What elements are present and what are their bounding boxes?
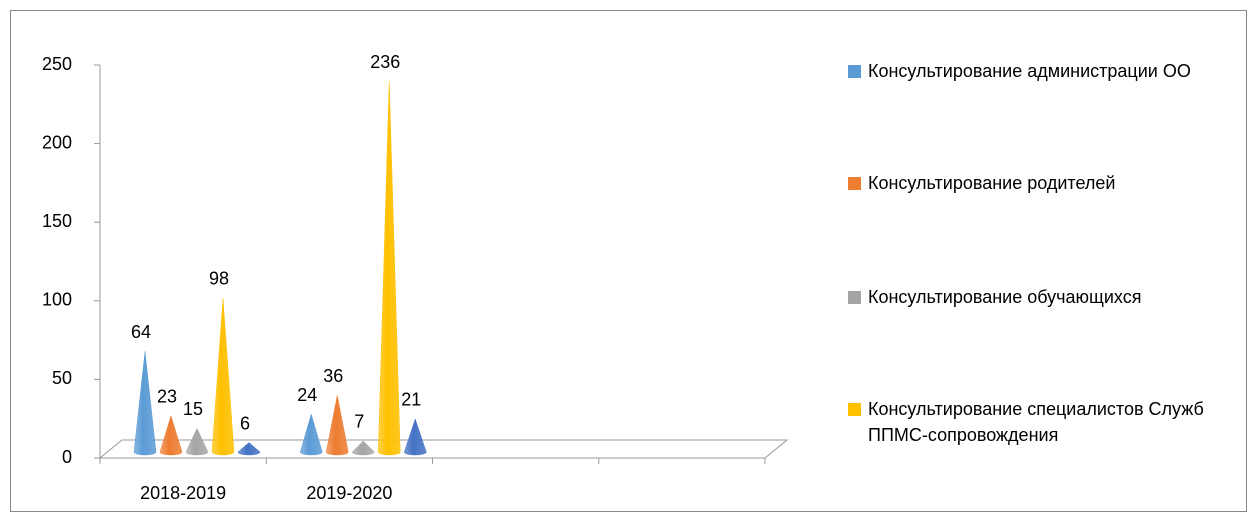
data-label: 64 [131, 322, 151, 342]
legend-swatch [848, 291, 861, 304]
x-tick-label: 2018-2019 [140, 483, 226, 503]
cone [237, 442, 261, 456]
legend-entry: Консультирование специалистов Служб ППМС… [848, 396, 1257, 448]
floor [98, 439, 789, 459]
cone [133, 351, 157, 456]
legend-label: Консультирование родителей [868, 173, 1116, 193]
x-tick-label: 2019-2020 [306, 483, 392, 503]
cone [377, 81, 401, 456]
data-label: 36 [323, 366, 343, 386]
data-label: 7 [354, 412, 364, 432]
data-label: 236 [370, 52, 400, 72]
y-tick-label: 200 [42, 132, 72, 152]
cone [159, 414, 183, 456]
cone [185, 427, 209, 456]
chart-border [10, 10, 1247, 512]
legend-swatch [848, 65, 861, 78]
legend-swatch [848, 403, 861, 416]
y-tick-label: 100 [42, 290, 72, 310]
cone [325, 395, 349, 456]
cone [299, 413, 323, 456]
data-label: 6 [240, 413, 250, 433]
data-label: 24 [297, 385, 317, 405]
data-label: 98 [209, 269, 229, 289]
legend-entry: Консультирование обучающихся [848, 284, 1257, 310]
y-tick-label: 150 [42, 211, 72, 231]
legend-label: Консультирование специалистов Служб ППМС… [868, 399, 1204, 445]
cone [211, 297, 235, 456]
legend-label: Консультирование администрации ОО [868, 61, 1191, 81]
legend-entry: Консультирование администрации ОО [848, 58, 1257, 84]
y-tick-label: 50 [52, 368, 72, 388]
cone [403, 418, 427, 456]
cone [351, 440, 375, 456]
data-label: 21 [401, 390, 421, 410]
legend-label: Консультирование обучающихся [868, 287, 1142, 307]
legend-swatch [848, 177, 861, 190]
data-label: 15 [183, 399, 203, 419]
legend-entry: Консультирование родителей [848, 170, 1257, 196]
data-label: 23 [157, 387, 177, 407]
y-tick-label: 0 [62, 447, 72, 467]
y-tick-label: 250 [42, 54, 72, 74]
